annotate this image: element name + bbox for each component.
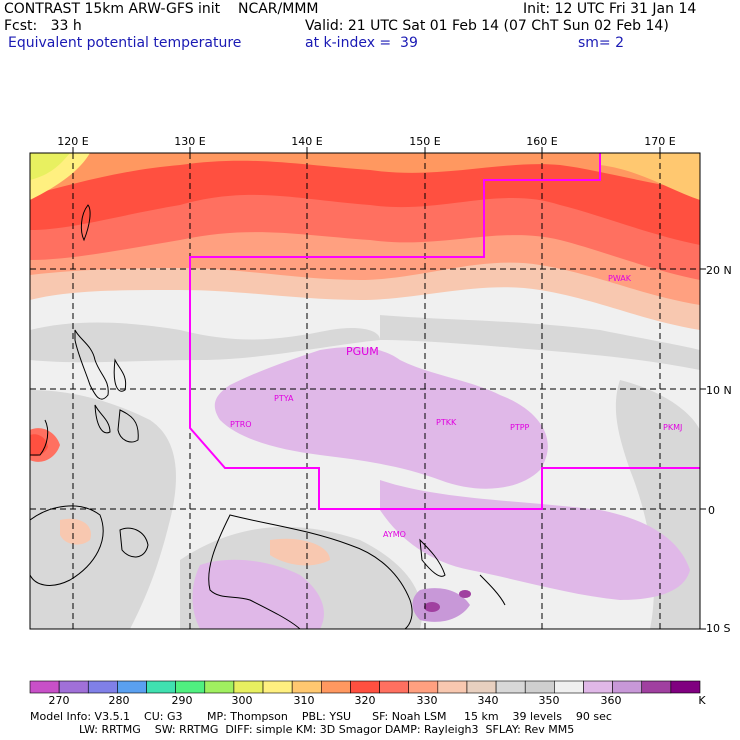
colorbar-swatch xyxy=(87,680,118,694)
model-info-line1: Model Info: V3.5.1 CU: G3 MP: Thompson P… xyxy=(30,710,612,723)
lon-label-160e: 160 E xyxy=(526,135,558,148)
colorbar-label-320: 320 xyxy=(354,694,376,707)
smoothing: sm= 2 xyxy=(578,35,625,51)
lat-label-10n: 10 N xyxy=(706,384,732,397)
colorbar-swatch xyxy=(29,680,60,694)
station-pwak: PWAK xyxy=(608,274,632,283)
colorbar-label-270: 270 xyxy=(48,694,70,707)
station-pgum: PGUM xyxy=(346,345,379,358)
colorbar-swatch xyxy=(437,680,468,694)
colorbar-swatch xyxy=(408,680,439,694)
colorbar-label-300: 300 xyxy=(231,694,253,707)
lat-label-10s: 10 S xyxy=(706,622,731,635)
colorbar-swatch xyxy=(321,680,351,694)
colorbar-swatch xyxy=(58,680,89,694)
colorbar-label-350: 350 xyxy=(538,694,560,707)
colorbar-swatch xyxy=(204,680,235,694)
colorbar-label-290: 290 xyxy=(171,694,193,707)
station-labels: PWAK PGUM PTYA PTRO PTKK PTPP PKMJ AYMO xyxy=(230,274,682,539)
colorbar-label-340: 340 xyxy=(477,694,499,707)
colorbar-swatch xyxy=(554,680,584,694)
colorbar-swatch xyxy=(291,680,322,694)
lon-label-130e: 130 E xyxy=(174,135,206,148)
station-pkmj: PKMJ xyxy=(663,423,682,432)
colorbar-units: K xyxy=(698,694,706,707)
colorbar-swatch xyxy=(175,680,206,694)
colorbar-label-280: 280 xyxy=(108,694,130,707)
lon-label-170e: 170 E xyxy=(644,135,676,148)
model-info-line2: LW: RRTMG SW: RRTMG DIFF: simple KM: 3D … xyxy=(30,723,575,736)
lon-label-120e: 120 E xyxy=(57,135,89,148)
k-index: at k-index = 39 xyxy=(305,35,418,51)
colorbar-swatch xyxy=(495,680,526,694)
title-line: CONTRAST 15km ARW-GFS init NCAR/MMM xyxy=(4,1,319,17)
station-aymo: AYMO xyxy=(383,530,406,539)
color-bar xyxy=(29,680,701,694)
colorbar-swatch xyxy=(146,680,176,694)
station-ptro: PTRO xyxy=(230,420,252,429)
colorbar-swatch xyxy=(233,680,264,694)
forecast-hour: Fcst: 33 h xyxy=(4,18,82,34)
coastlines xyxy=(30,204,506,629)
field-shading xyxy=(30,153,700,629)
colorbar-swatch xyxy=(670,680,701,694)
colorbar-swatch xyxy=(379,680,409,694)
field-name: Equivalent potential temperature xyxy=(8,35,242,51)
colorbar-swatch xyxy=(262,680,293,694)
station-ptpp: PTPP xyxy=(510,423,530,432)
lat-label-20n: 20 N xyxy=(706,264,732,277)
colorbar-label-330: 330 xyxy=(416,694,438,707)
colorbar-label-360: 360 xyxy=(600,694,622,707)
colorbar-swatch xyxy=(583,680,613,694)
map-frame xyxy=(29,152,701,630)
colorbar-swatch xyxy=(466,680,497,694)
colorbar-swatch xyxy=(612,680,643,694)
lon-label-150e: 150 E xyxy=(409,135,441,148)
colorbar-swatch xyxy=(641,680,672,694)
lon-label-140e: 140 E xyxy=(291,135,323,148)
colorbar-swatch xyxy=(350,680,380,694)
valid-time: Valid: 21 UTC Sat 01 Feb 14 (07 ChT Sun … xyxy=(305,18,669,34)
colorbar-swatch xyxy=(117,680,147,694)
lat-label-0: 0 xyxy=(708,504,715,517)
tick-marks xyxy=(72,147,706,630)
colorbar-label-310: 310 xyxy=(293,694,315,707)
station-ptkk: PTKK xyxy=(436,418,457,427)
region-boundary xyxy=(189,153,700,510)
init-time: Init: 12 UTC Fri 31 Jan 14 xyxy=(523,1,697,17)
colorbar-swatch xyxy=(524,680,555,694)
station-ptya: PTYA xyxy=(274,394,294,403)
